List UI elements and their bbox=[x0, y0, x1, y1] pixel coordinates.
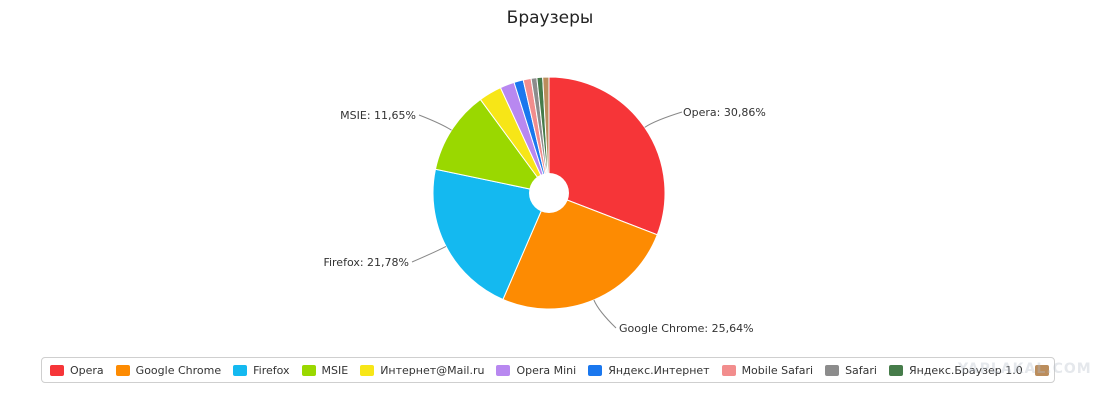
chart-title: Браузеры bbox=[506, 8, 594, 28]
legend-swatch bbox=[888, 364, 903, 376]
legend-item[interactable]: Safari bbox=[825, 364, 877, 377]
legend-label: Opera Mini bbox=[516, 363, 577, 377]
legend-swatch bbox=[301, 364, 316, 376]
connector-line bbox=[644, 111, 683, 128]
legend-swatch bbox=[1034, 364, 1049, 376]
slice-label: Firefox: 21,78% bbox=[323, 256, 409, 269]
legend-item[interactable]: Firefox bbox=[233, 363, 290, 377]
legend-item[interactable]: Яндекс.Интернет bbox=[588, 363, 710, 377]
legend-item[interactable]: Остальные bbox=[1034, 364, 1054, 377]
legend-swatch bbox=[721, 364, 736, 376]
legend-swatch bbox=[233, 364, 248, 376]
chart-legend: Opera Google Chrome Firefox MSIE Интернет@Ma… bbox=[41, 357, 1055, 383]
legend-label: MSIE bbox=[321, 363, 349, 377]
legend-swatch bbox=[825, 364, 840, 376]
pie-slice-google-chrome[interactable] bbox=[502, 192, 658, 310]
legend-item[interactable]: Opera bbox=[50, 364, 104, 377]
legend-swatch bbox=[360, 364, 375, 376]
pie-labels: Opera: 30,86% Google Chrome: 25,64% Firefo… bbox=[323, 106, 765, 335]
pie-slice-firefox[interactable] bbox=[432, 168, 550, 301]
legend-label: Safari bbox=[845, 363, 877, 377]
legend-item[interactable]: MSIE bbox=[301, 363, 349, 377]
legend-label: Интернет@Mail.ru bbox=[380, 363, 485, 377]
connector-line bbox=[411, 245, 447, 263]
pie-center-hole bbox=[529, 173, 569, 213]
pie-slice-остальные[interactable] bbox=[542, 76, 550, 194]
legend-label: Яндекс.Интернет bbox=[608, 363, 710, 377]
legend-swatch bbox=[115, 364, 130, 376]
slice-label: MSIE: 11,65% bbox=[340, 109, 416, 122]
legend-item[interactable]: Яндекс.Браузер 1.0 bbox=[888, 363, 1023, 377]
legend-swatch bbox=[588, 364, 603, 376]
legend-item[interactable]: Google Chrome bbox=[115, 363, 222, 377]
legend-label: Firefox bbox=[253, 363, 290, 377]
legend-item[interactable]: Opera Mini bbox=[496, 364, 576, 377]
legend-label: Google Chrome bbox=[135, 363, 222, 377]
legend-label: Opera bbox=[70, 363, 104, 377]
slice-label: Google Chrome: 25,64% bbox=[619, 322, 754, 335]
connector-line bbox=[593, 299, 617, 329]
legend-label: Яндекс.Браузер 1.0 bbox=[908, 363, 1023, 377]
pie-chart: Opera: 30,86% Google Chrome: 25,64% Firefo… bbox=[323, 76, 766, 335]
connector-line bbox=[418, 114, 452, 131]
pie-slice-opera[interactable] bbox=[548, 76, 666, 236]
slice-label: Opera: 30,86% bbox=[683, 106, 766, 119]
legend-swatch bbox=[496, 364, 511, 376]
legend-label: Mobile Safari bbox=[741, 363, 814, 377]
legend-item[interactable]: Mobile Safari bbox=[721, 363, 814, 377]
legend-item[interactable]: Интернет@Mail.ru bbox=[360, 364, 484, 377]
pie-slices bbox=[432, 76, 666, 310]
watermark: YAPLAKAL.COM bbox=[958, 361, 1092, 377]
legend-swatch bbox=[50, 364, 64, 376]
